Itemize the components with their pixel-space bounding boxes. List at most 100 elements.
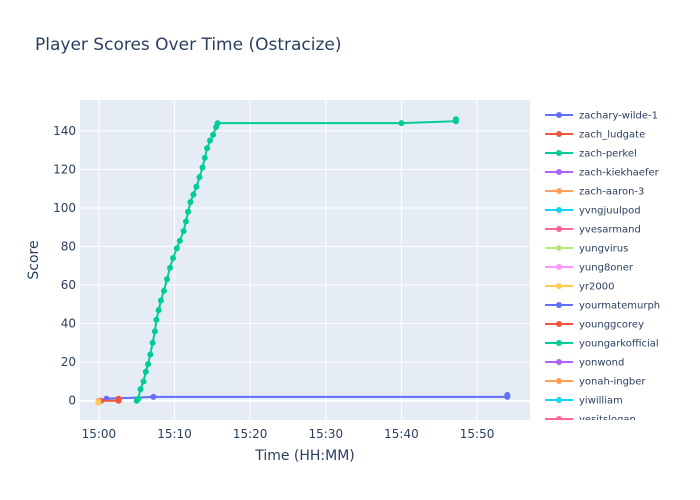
data-point [115,395,122,402]
legend-item[interactable]: yesitslogan [545,415,636,426]
data-point [135,395,142,402]
data-point [193,183,200,190]
series-zach-perkel [133,116,459,404]
data-point [153,316,160,323]
legend-item[interactable]: yvngjuulpod [545,206,641,217]
legend-label: zach-kiekhaefer [579,168,660,179]
data-point [207,137,214,144]
legend-marker-swatch [556,264,562,270]
data-point [137,386,144,393]
series-yr2000 [95,399,102,406]
data-point [163,276,170,283]
y-axis-ticks: 0 20 40 60 80 100 120 140 [53,124,76,408]
y-tick-label: 80 [61,240,76,254]
legend-item[interactable]: yung8oner [545,263,634,274]
data-point [140,378,147,385]
data-point [145,361,152,368]
legend-marker-swatch [556,112,562,118]
legend-label: yonwond [579,358,624,369]
legend-label: yonah-ingber [579,377,646,388]
legend-marker-swatch [556,207,562,213]
data-point [196,174,203,181]
legend-label: yesitslogan [579,415,636,426]
data-point [150,393,157,400]
data-point [210,131,217,138]
data-point [452,116,459,123]
data-point [160,287,167,294]
legend-item[interactable]: zach-aaron-3 [545,187,644,198]
y-tick-label: 60 [61,278,76,292]
data-point [95,399,102,406]
legend-marker-swatch [556,340,562,346]
data-point [187,199,194,206]
legend-marker-swatch [556,169,562,175]
legend-item[interactable]: zachary-wilde-1 [545,111,658,122]
y-tick-label: 120 [53,162,76,176]
x-tick-label: 15:50 [460,427,495,441]
legend-item[interactable]: zach_ludgate [545,130,645,141]
legend-item[interactable]: zach-kiekhaefer [545,168,660,179]
legend-item[interactable]: yungvirus [545,244,628,255]
x-tick-label: 15:30 [309,427,344,441]
legend-item[interactable]: yourmatemurph [545,301,660,312]
legend-label: zach-perkel [579,149,637,160]
data-point [176,237,183,244]
legend-item[interactable]: yr2000 [545,282,614,293]
legend-item[interactable]: zach-perkel [545,149,637,160]
data-point [151,328,158,335]
data-point [190,191,197,198]
y-tick-label: 20 [61,355,76,369]
legend-item[interactable]: yonah-ingber [545,377,646,388]
legend-label: yourmatemurph [579,301,660,312]
legend-item[interactable]: yiwilliam [545,396,623,407]
legend-label: younggcorey [579,320,644,331]
x-tick-label: 15:20 [233,427,268,441]
data-point [149,339,156,346]
y-tick-label: 40 [61,317,76,331]
legend-marker-swatch [556,131,562,137]
legend-item[interactable]: yvesarmand [545,225,641,236]
legend-item[interactable]: yonwond [545,358,624,369]
data-point [214,120,221,127]
chart-title: Player Scores Over Time (Ostracize) [35,35,342,55]
legend-label: zach_ludgate [579,130,645,141]
legend-marker-swatch [556,150,562,156]
data-point [170,255,177,262]
data-point [398,120,405,127]
legend-marker-swatch [556,302,562,308]
legend[interactable]: zachary-wilde-1 zach_ludgate zach-perkel za… [545,111,660,426]
legend-marker-swatch [556,321,562,327]
x-tick-label: 15:00 [82,427,117,441]
data-point [504,391,511,398]
plot-area [80,100,530,420]
legend-marker-swatch [556,397,562,403]
legend-label: zach-aaron-3 [579,187,644,198]
data-point [155,307,162,314]
y-tick-label: 140 [53,124,76,138]
legend-label: yvngjuulpod [579,206,641,217]
y-axis-title: Score [26,240,42,279]
legend-label: yvesarmand [579,225,641,236]
legend-item[interactable]: youngarkofficial [545,339,659,350]
data-point [204,145,211,152]
legend-label: zachary-wilde-1 [579,111,658,122]
legend-marker-swatch [556,359,562,365]
legend-marker-swatch [556,378,562,384]
y-tick-label: 0 [68,394,76,408]
legend-marker-swatch [556,226,562,232]
data-point [173,245,180,252]
y-tick-label: 100 [53,201,76,215]
legend-marker-swatch [556,188,562,194]
data-point [201,154,208,161]
data-point [167,264,173,271]
legend-marker-swatch [556,245,562,251]
legend-label: yiwilliam [579,396,623,407]
series-layer [95,116,511,406]
legend-item[interactable]: younggcorey [545,320,644,331]
x-tick-label: 15:40 [384,427,419,441]
data-point [147,351,154,358]
data-point [142,368,149,375]
legend-label: yungvirus [579,244,628,255]
legend-marker-swatch [556,416,562,420]
